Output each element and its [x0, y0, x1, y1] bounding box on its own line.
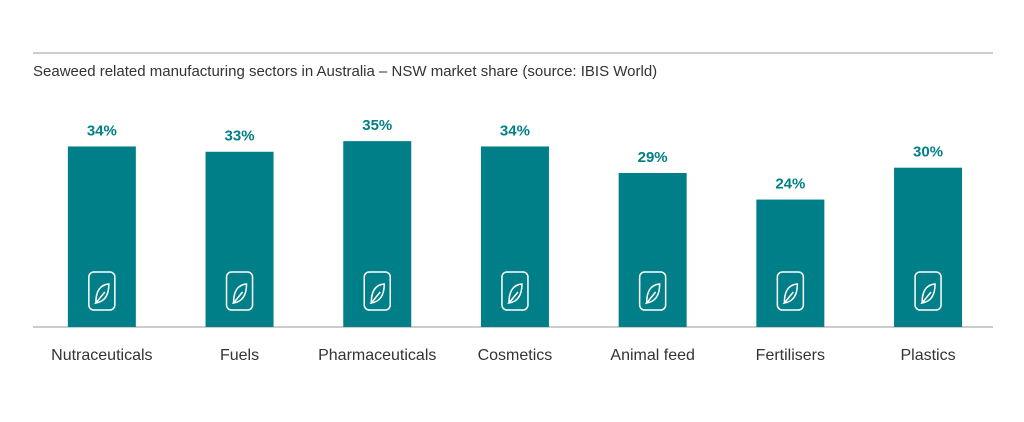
- x-tick-label: Cosmetics: [478, 347, 553, 364]
- icon-shape: [363, 271, 391, 311]
- icon-leaf: [231, 283, 248, 305]
- bar-icon: [88, 271, 116, 311]
- value-label: 33%: [225, 128, 255, 145]
- bar: [480, 146, 549, 327]
- bar: [756, 199, 825, 327]
- bar: [343, 141, 412, 327]
- value-label: 24%: [775, 176, 805, 193]
- x-tick-label: Fuels: [220, 347, 259, 364]
- bar-icon: [501, 271, 529, 311]
- bar: [67, 146, 136, 327]
- bar-icon: [914, 271, 942, 311]
- icon-shape: [914, 271, 942, 311]
- icon-shape: [225, 271, 254, 311]
- icon-shape: [501, 271, 529, 311]
- icon-shape: [88, 271, 116, 311]
- bar: [205, 151, 274, 327]
- icon-leaf: [782, 283, 799, 305]
- icon-leaf: [644, 283, 661, 305]
- bar-icon: [225, 271, 254, 311]
- icon-leaf: [920, 283, 936, 305]
- icon-leaf: [94, 283, 110, 305]
- bar-icon: [638, 271, 667, 311]
- value-label: 34%: [87, 122, 117, 139]
- icon-shape: [638, 271, 667, 311]
- x-tick-label: Fertilisers: [756, 347, 825, 364]
- bar-icon: [776, 271, 805, 311]
- chart-title: Seaweed related manufacturing sectors in…: [33, 63, 657, 80]
- bar-icon: [363, 271, 391, 311]
- bar: [894, 167, 963, 327]
- icon-leaf: [507, 283, 523, 305]
- bar: [618, 173, 687, 327]
- value-label: 34%: [500, 122, 530, 139]
- x-tick-label: Nutraceuticals: [51, 347, 152, 364]
- x-tick-label: Plastics: [900, 347, 955, 364]
- icon-leaf: [369, 283, 386, 305]
- x-tick-label: Animal feed: [610, 347, 695, 364]
- icon-shape: [776, 271, 805, 311]
- x-tick-label: Pharmaceuticals: [318, 347, 436, 364]
- value-label: 35%: [362, 117, 392, 134]
- value-label: 29%: [638, 149, 668, 166]
- value-label: 30%: [913, 144, 943, 161]
